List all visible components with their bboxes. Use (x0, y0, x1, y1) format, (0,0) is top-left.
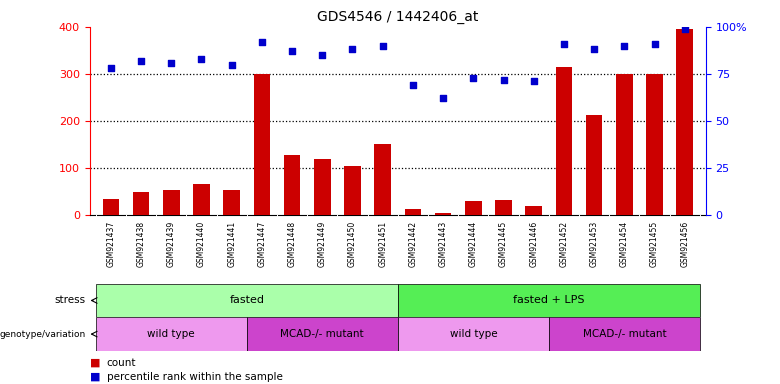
Text: GSM921452: GSM921452 (559, 220, 569, 267)
Text: GSM921454: GSM921454 (620, 220, 629, 267)
Point (648, 41, 661, 47)
Point (377, 43, 389, 49)
Point (195, 56, 207, 62)
Point (406, 82, 419, 88)
Bar (254, 74, 270, 215)
Bar (616, 74, 633, 215)
Bar (398, 284, 700, 317)
Point (467, 74, 480, 81)
Text: GSM921450: GSM921450 (348, 220, 357, 267)
Text: GSM921456: GSM921456 (680, 220, 690, 267)
Text: GSM921444: GSM921444 (469, 220, 478, 267)
Text: GSM921451: GSM921451 (378, 220, 387, 267)
Bar (193, 184, 210, 215)
Text: GSM921441: GSM921441 (227, 220, 236, 267)
Point (285, 48, 298, 55)
Point (346, 46, 359, 53)
Text: GSM921447: GSM921447 (257, 220, 267, 267)
Bar (133, 192, 149, 215)
Text: MCAD-/- mutant: MCAD-/- mutant (583, 329, 666, 339)
Text: count: count (107, 358, 136, 368)
Text: wild type: wild type (449, 329, 497, 339)
Point (225, 61, 238, 68)
Bar (163, 190, 179, 215)
Point (527, 78, 540, 84)
Text: GSM921449: GSM921449 (317, 220, 327, 267)
Point (437, 95, 449, 101)
Point (256, 39, 268, 45)
Bar (549, 317, 700, 351)
Point (679, 26, 691, 32)
Point (558, 41, 570, 47)
Bar (434, 213, 452, 215)
Bar (102, 199, 119, 215)
Bar (586, 115, 602, 215)
Text: fasted: fasted (229, 295, 264, 306)
Bar (495, 200, 512, 215)
Text: genotype/variation: genotype/variation (0, 329, 86, 339)
Bar (344, 166, 361, 215)
Text: stress: stress (55, 295, 86, 306)
Text: percentile rank within the sample: percentile rank within the sample (107, 372, 282, 382)
Text: GSM921453: GSM921453 (590, 220, 598, 267)
Bar (647, 74, 663, 215)
Text: GSM921446: GSM921446 (529, 220, 538, 267)
Text: GSM921442: GSM921442 (409, 220, 417, 267)
Bar (405, 209, 421, 215)
Text: ■: ■ (90, 372, 100, 382)
Bar (398, 317, 549, 351)
Text: GSM921440: GSM921440 (197, 220, 206, 267)
Bar (314, 159, 331, 215)
Bar (246, 317, 398, 351)
Bar (223, 190, 240, 215)
Text: GSM921439: GSM921439 (167, 220, 176, 267)
Bar (676, 29, 693, 215)
Text: GSM921445: GSM921445 (499, 220, 508, 267)
Bar (465, 201, 481, 215)
Bar (96, 284, 398, 317)
Title: GDS4546 / 1442406_at: GDS4546 / 1442406_at (317, 10, 478, 25)
Bar (96, 317, 246, 351)
Text: GSM921437: GSM921437 (106, 220, 115, 267)
Text: GSM921455: GSM921455 (650, 220, 659, 267)
Point (105, 65, 117, 71)
Text: fasted + LPS: fasted + LPS (513, 295, 584, 306)
Point (498, 76, 510, 83)
Point (316, 52, 328, 58)
Bar (526, 206, 542, 215)
Bar (374, 144, 391, 215)
Text: ■: ■ (90, 358, 100, 368)
Point (618, 43, 630, 49)
Text: wild type: wild type (147, 329, 195, 339)
Bar (284, 155, 300, 215)
Text: GSM921438: GSM921438 (136, 220, 146, 267)
Text: MCAD-/- mutant: MCAD-/- mutant (281, 329, 364, 339)
Point (135, 58, 147, 64)
Text: GSM921443: GSM921443 (438, 220, 448, 267)
Point (588, 46, 601, 53)
Point (165, 60, 178, 66)
Bar (555, 67, 573, 215)
Text: GSM921448: GSM921448 (288, 220, 296, 267)
